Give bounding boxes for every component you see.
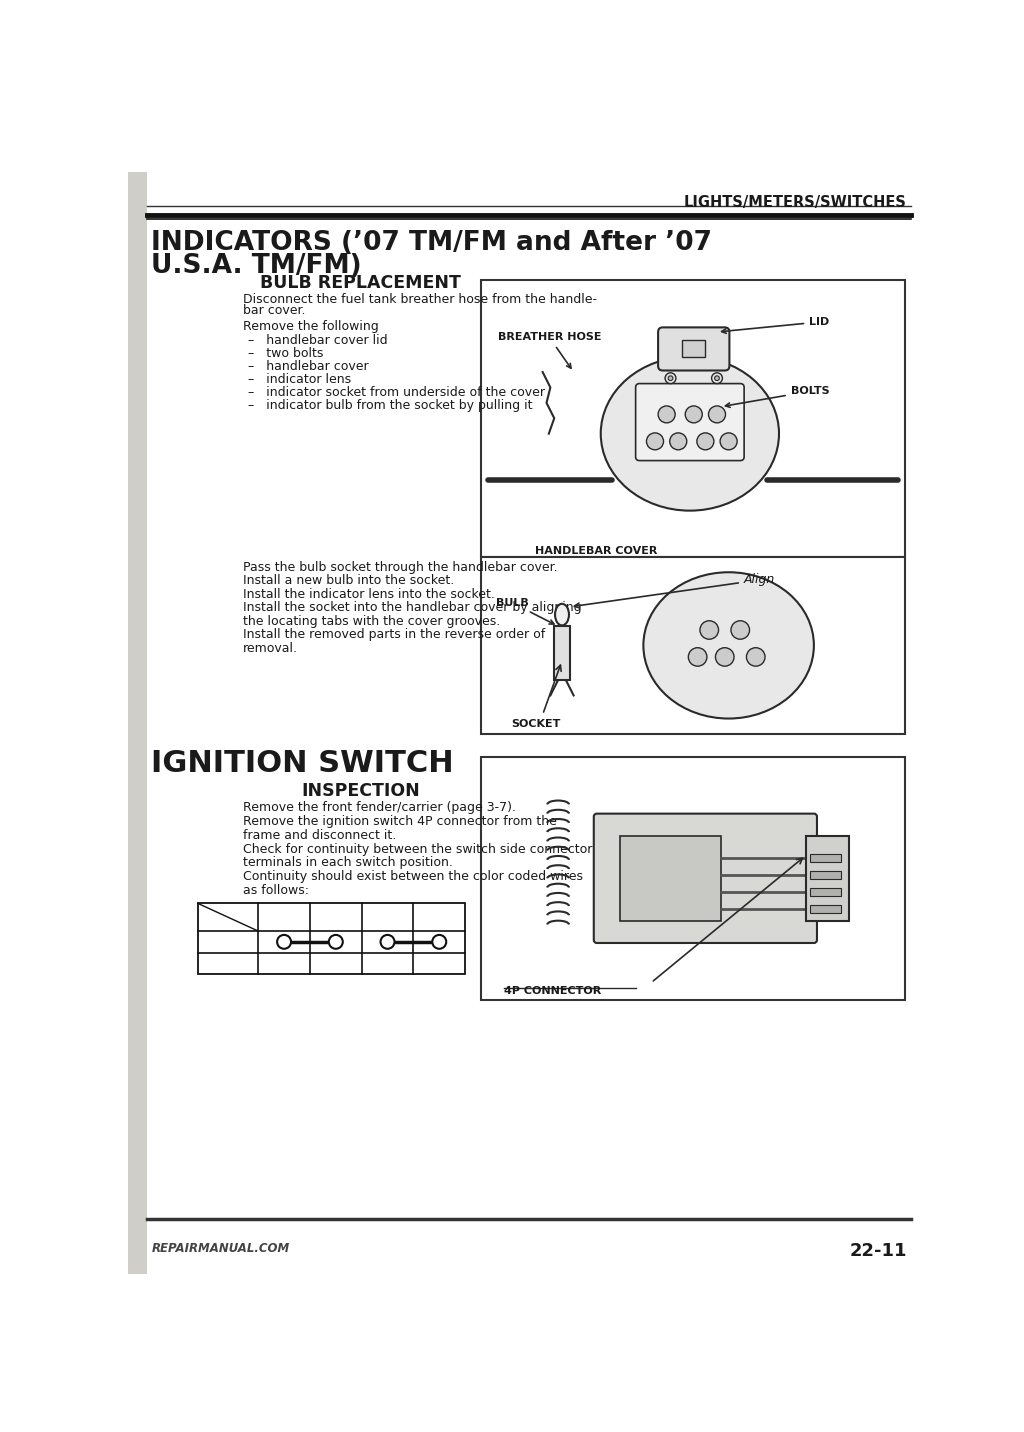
Bar (682, 339, 706, 357)
Text: BOLTS: BOLTS (725, 387, 829, 407)
Circle shape (731, 620, 750, 639)
Ellipse shape (555, 604, 569, 626)
Text: P: P (332, 911, 340, 924)
Text: INDICATORS (’07 TM/FM and After ’07: INDICATORS (’07 TM/FM and After ’07 (152, 229, 713, 255)
Bar (810, 855, 841, 862)
Text: R: R (383, 911, 392, 924)
Bar (621, 836, 721, 921)
Text: frame and disconnect it.: frame and disconnect it. (243, 829, 396, 842)
Circle shape (746, 647, 765, 666)
Circle shape (715, 375, 719, 381)
Text: INSPECTION: INSPECTION (301, 782, 420, 800)
Circle shape (720, 432, 737, 450)
Circle shape (697, 432, 714, 450)
FancyBboxPatch shape (636, 384, 744, 461)
Circle shape (665, 372, 676, 384)
Text: OFF: OFF (216, 961, 240, 974)
Circle shape (658, 405, 675, 422)
Text: Install the removed parts in the reverse order of: Install the removed parts in the reverse… (243, 629, 545, 642)
Circle shape (669, 375, 673, 381)
Text: R/Bl: R/Bl (271, 911, 297, 924)
Text: –   indicator bulb from the socket by pulling it: – indicator bulb from the socket by pull… (248, 400, 532, 412)
Text: Color: Color (225, 908, 254, 916)
Circle shape (716, 647, 734, 666)
Bar (554, 626, 569, 680)
Circle shape (329, 935, 343, 949)
Text: REPAIRMANUAL.COM: REPAIRMANUAL.COM (152, 1242, 290, 1254)
Bar (810, 905, 841, 914)
Text: bar cover.: bar cover. (243, 304, 305, 318)
Text: Remove the front fender/carrier (page 3-7).: Remove the front fender/carrier (page 3-… (243, 800, 516, 813)
Circle shape (688, 647, 707, 666)
Circle shape (381, 935, 394, 949)
Text: –   two bolts: – two bolts (248, 347, 324, 359)
Text: BULB REPLACEMENT: BULB REPLACEMENT (260, 275, 461, 292)
Text: HANDLEBAR COVER: HANDLEBAR COVER (535, 546, 657, 556)
Text: Install a new bulb into the socket.: Install a new bulb into the socket. (243, 574, 454, 587)
Text: Disconnect the fuel tank breather hose from the handle-: Disconnect the fuel tank breather hose f… (243, 292, 597, 305)
Circle shape (712, 372, 722, 384)
Ellipse shape (601, 357, 779, 511)
Text: as follows:: as follows: (243, 884, 308, 896)
Text: Remove the ignition switch 4P connector from the: Remove the ignition switch 4P connector … (243, 815, 557, 828)
Text: BULB: BULB (496, 599, 554, 624)
Text: 4P CONNECTOR: 4P CONNECTOR (504, 985, 601, 995)
Text: Check for continuity between the switch side connector: Check for continuity between the switch … (243, 842, 592, 855)
Circle shape (709, 405, 726, 422)
Text: SOCKET: SOCKET (512, 719, 561, 729)
Ellipse shape (643, 573, 814, 719)
Bar (810, 888, 841, 896)
Bar (810, 872, 841, 879)
Text: terminals in each switch position.: terminals in each switch position. (243, 856, 453, 869)
Bar (480, 758, 905, 1000)
Text: BREATHER HOSE: BREATHER HOSE (498, 332, 601, 368)
Circle shape (278, 935, 291, 949)
Text: the locating tabs with the cover grooves.: the locating tabs with the cover grooves… (243, 614, 500, 627)
Text: Bl: Bl (433, 911, 445, 924)
Bar (128, 172, 146, 1274)
Circle shape (670, 432, 687, 450)
Text: LIGHTS/METERS/SWITCHES: LIGHTS/METERS/SWITCHES (684, 195, 907, 211)
Circle shape (432, 935, 446, 949)
Bar (480, 279, 905, 557)
FancyBboxPatch shape (658, 328, 729, 371)
Text: Install the socket into the handlebar cover by aligning: Install the socket into the handlebar co… (243, 601, 582, 614)
Text: –   indicator socket from underside of the cover: – indicator socket from underside of the… (248, 385, 545, 400)
Circle shape (685, 405, 702, 422)
Circle shape (700, 620, 719, 639)
Bar (806, 836, 849, 921)
Text: IGNITION SWITCH: IGNITION SWITCH (152, 749, 454, 779)
Bar (480, 557, 905, 735)
Text: Pass the bulb socket through the handlebar cover.: Pass the bulb socket through the handleb… (243, 561, 557, 574)
Text: U.S.A. TM/FM): U.S.A. TM/FM) (152, 252, 361, 279)
Bar (198, 904, 465, 974)
Text: ON: ON (218, 939, 238, 952)
Text: –   handlebar cover: – handlebar cover (248, 359, 369, 372)
Circle shape (646, 432, 664, 450)
Text: 22-11: 22-11 (849, 1242, 907, 1260)
Text: Continuity should exist between the color coded wires: Continuity should exist between the colo… (243, 871, 583, 884)
Text: –   indicator lens: – indicator lens (248, 372, 351, 385)
Text: Position: Position (201, 919, 245, 929)
Text: –   handlebar cover lid: – handlebar cover lid (248, 334, 388, 347)
Text: removal.: removal. (243, 642, 298, 654)
Text: Align: Align (574, 573, 775, 609)
Text: Install the indicator lens into the socket.: Install the indicator lens into the sock… (243, 587, 495, 600)
FancyBboxPatch shape (594, 813, 817, 944)
Text: Remove the following: Remove the following (243, 321, 379, 334)
Text: LID: LID (722, 316, 829, 334)
